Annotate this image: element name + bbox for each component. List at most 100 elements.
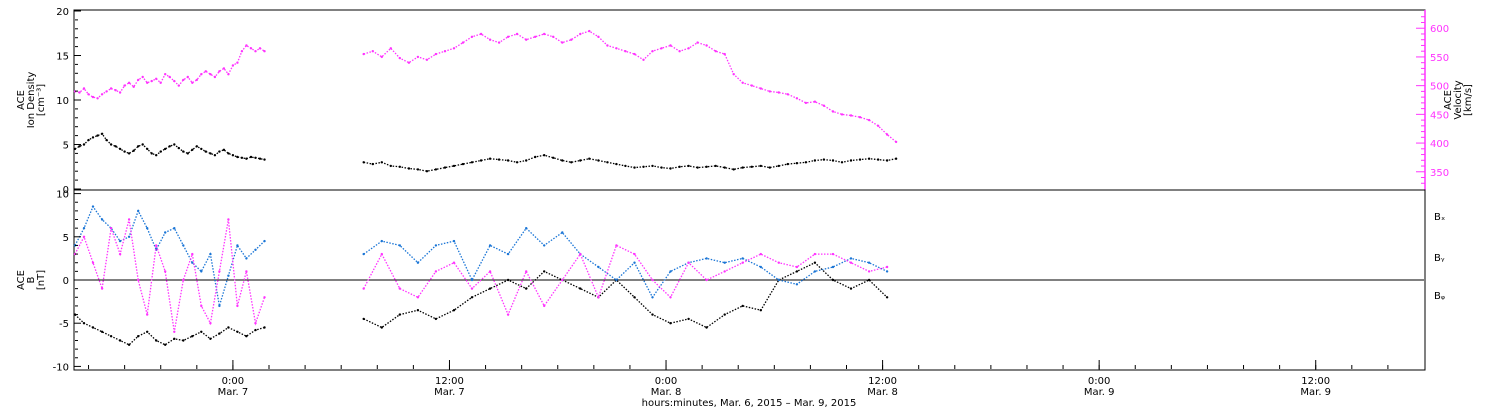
bottom-series-0-point — [127, 343, 131, 346]
top-1-series-0-point — [82, 87, 86, 90]
top-0-series-0-point — [132, 149, 135, 152]
top-0-series-0-point — [186, 152, 189, 155]
top-0-series-0-point — [822, 158, 826, 161]
bottom-series-2-point — [245, 270, 248, 273]
top-0-series-0-point — [687, 164, 690, 168]
top-0-series-0-point — [227, 152, 230, 155]
bottom-series-1-point — [416, 261, 420, 264]
bottom-series-2-point — [362, 287, 365, 290]
bottom-series-2-point — [200, 304, 203, 308]
bottom-series-1-point — [885, 270, 889, 273]
top-1-series-0-point — [389, 47, 392, 50]
bottom-left-ylabel-line3: [nT] — [36, 270, 47, 290]
top-0-series-0-point — [82, 143, 86, 146]
top-0-series-0-point — [894, 157, 898, 160]
top-left-ylabel: ACE Ion Density [cm⁻³] — [16, 72, 47, 129]
top-1-series-0-point — [651, 50, 654, 53]
top-1-series-0-point — [362, 52, 365, 56]
top-0-series-0-point — [123, 150, 126, 153]
top-1-series-0-point — [642, 58, 645, 61]
top-0-series-0-point — [105, 138, 108, 142]
top-0-series-0-point — [213, 154, 217, 157]
top-left-ticks: 0 5 10 15 20 — [56, 7, 81, 196]
top-left-ylabel-line1: ACE — [16, 90, 27, 110]
bottom-series-1-point — [182, 244, 185, 247]
bottom-series-0-point — [146, 330, 149, 333]
top-1-series-0-point — [91, 95, 95, 99]
top-1-series-0-point — [795, 97, 799, 100]
top-0-series-0-point — [804, 161, 808, 164]
bottom-series-1-point — [543, 244, 546, 247]
bottom-series-1-point — [597, 265, 600, 269]
bottom-series-1-point — [615, 278, 618, 282]
top-1-series-0-point — [579, 32, 582, 36]
top-1-series-0-point — [155, 77, 158, 81]
bottom-series-1-point — [633, 261, 636, 264]
top-1-series-0-point — [615, 47, 618, 50]
top-1-series-0-point — [213, 75, 217, 79]
top-1-series-0-point — [768, 90, 771, 93]
top-1-series-0-point — [191, 81, 194, 85]
top-0-series-0-point — [425, 170, 429, 173]
bottom-series-2-point — [705, 278, 708, 282]
top-1-series-0-point — [867, 118, 871, 122]
top-1-series-0-point — [100, 93, 104, 96]
top-right-ylabel-line2: Velocity — [1453, 80, 1464, 119]
bottom-series-2-point — [777, 261, 780, 264]
top-0-series-0-line-1 — [363, 154, 897, 172]
bottom-series-1-point — [470, 278, 474, 282]
top-1-series-0-point — [849, 114, 853, 117]
top-0-series-0-point — [164, 147, 167, 151]
bottom-series-1-point — [362, 252, 365, 256]
bottom-series-1-point — [254, 248, 257, 251]
bottom-series-2-point — [597, 296, 600, 299]
top-0-series-0-point — [240, 156, 244, 159]
top-0-series-0-point — [831, 159, 835, 162]
top-left-ylabel-line2: Ion Density — [26, 72, 37, 129]
top-1-series-0-point — [127, 81, 131, 85]
bottom-series-0-point — [669, 322, 672, 325]
bottom-legend: Bₓ Bᵧ Bᵩ — [1434, 212, 1445, 302]
top-0-series-0-point — [263, 158, 266, 161]
bottom-series-1-point — [795, 283, 799, 286]
bottom-series-2-point — [254, 322, 257, 325]
top-1-series-0-point — [597, 35, 600, 38]
top-1-series-0-point — [105, 90, 108, 93]
x-tick-label-time: 0:00 — [222, 376, 244, 387]
top-1-series-0-point — [87, 93, 90, 96]
top-0-series-0-point — [218, 150, 221, 153]
bottom-series-2-point — [173, 330, 176, 333]
top-1-series-0-point — [236, 61, 239, 64]
bottom-left-tick-label: -10 — [53, 362, 69, 373]
top-0-series-0-point — [146, 147, 149, 151]
bottom-series-0-point — [254, 328, 257, 332]
bottom-series-2-point — [209, 322, 212, 325]
bottom-series-1-point — [434, 244, 438, 247]
bottom-series-2-point — [263, 296, 266, 299]
top-1-series-0-point — [164, 73, 167, 76]
bottom-series-1-point — [191, 261, 194, 264]
top-0-series-0-point — [200, 147, 203, 151]
top-1-series-0-point — [109, 87, 113, 90]
bottom-series-0-point — [182, 339, 185, 342]
top-right-tick-label: 450 — [1430, 110, 1449, 121]
bottom-series-0-point — [470, 296, 474, 299]
top-1-series-0-point — [182, 78, 185, 82]
top-1-series-0-point — [759, 87, 762, 90]
bottom-series-1-point — [137, 209, 140, 213]
bottom-series-2-point — [795, 265, 799, 269]
top-1-series-0-point — [885, 133, 889, 136]
bottom-series-1-point — [209, 252, 212, 256]
top-0-series-0-point — [461, 162, 465, 166]
bottom-series-2-point — [82, 235, 86, 238]
bottom-series-1-point — [380, 239, 383, 243]
top-1-series-0-point — [669, 44, 672, 47]
bottom-series-0-point — [452, 309, 456, 312]
bottom-series-0-point — [543, 270, 546, 273]
top-0-series-0-point — [497, 158, 501, 161]
bottom-series-1-point — [227, 274, 230, 277]
top-1-series-0-point — [813, 100, 817, 103]
bottom-series-0-point — [236, 330, 239, 333]
